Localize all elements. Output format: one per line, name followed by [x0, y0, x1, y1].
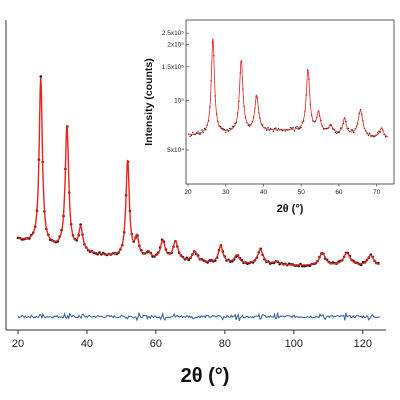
inset-observed-point: [225, 131, 227, 133]
inset-x-tick-label: 70: [373, 189, 381, 196]
inset-observed-point: [266, 129, 268, 131]
inset-observed-point: [337, 131, 339, 134]
inset-observed-point: [247, 124, 249, 127]
inset-observed-point: [284, 130, 286, 132]
inset-observed-point: [277, 127, 280, 130]
inset-observed-point: [339, 127, 342, 129]
inset-observed-point: [198, 133, 200, 135]
inset-observed-point: [267, 127, 269, 129]
inset-chart: 20 30 40 50 60 70 2.5x10⁵ 2x10⁵ 1.5x10⁵ 10⁵ 5x10⁴…: [143, 19, 395, 215]
inset-y-tick-label: 5x10⁴: [167, 147, 184, 154]
inset-observed-point: [190, 134, 193, 137]
inset-observed-point: [227, 130, 230, 132]
inset-observed-point: [367, 134, 370, 137]
inset-observed-point: [350, 129, 352, 131]
inset-observed-point: [336, 132, 338, 134]
inset-observed-point: [226, 129, 228, 131]
inset-observed-point: [273, 127, 276, 130]
inset-x-axis-label: 2θ (°): [277, 203, 304, 215]
inset-observed-point: [291, 127, 293, 130]
inset-observed-point: [231, 126, 233, 128]
inset-observed-point: [376, 132, 379, 134]
inset-observed-point: [295, 126, 297, 129]
inset-observed-point: [296, 125, 298, 128]
inset-observed-point: [201, 129, 203, 131]
inset-y-ticks: 2.5x10⁵ 2x10⁵ 1.5x10⁵ 10⁵ 5x10⁴: [162, 30, 189, 154]
inset-observed-point: [275, 127, 277, 129]
main-difference-line: [17, 311, 381, 322]
inset-observed-point: [353, 131, 355, 134]
inset-observed-point: [199, 133, 202, 135]
inset-observed-point: [378, 130, 380, 132]
inset-y-tick-label: 1.5x10⁵: [162, 64, 185, 71]
inset-observed-point: [269, 128, 272, 130]
inset-observed-point: [197, 131, 199, 133]
inset-observed-point: [189, 135, 191, 138]
main-x-tick-label: 40: [81, 338, 93, 350]
inset-calculated-line: [188, 38, 388, 138]
inset-observed-point: [300, 126, 302, 129]
inset-y-tick-label: 2x10⁵: [167, 41, 184, 48]
inset-y-tick-label: 10⁵: [174, 97, 184, 104]
main-x-ticks: 20 40 60 80 100 120: [12, 330, 372, 350]
inset-observed-point: [297, 128, 300, 130]
inset-observed-point: [281, 130, 284, 132]
inset-observed-point: [369, 132, 371, 134]
inset-x-tick-label: 30: [222, 189, 230, 196]
inset-observed-point: [292, 126, 294, 129]
inset-observed-point: [192, 131, 194, 134]
inset-frame: [185, 19, 395, 185]
inset-observed-point: [222, 128, 224, 130]
main-x-tick-label: 80: [219, 338, 231, 350]
inset-observed-point: [293, 130, 296, 132]
main-x-tick-label: 20: [12, 338, 24, 350]
main-calculated-line: [17, 76, 380, 266]
inset-x-tick-label: 40: [260, 189, 268, 196]
inset-observed-point: [289, 127, 292, 129]
inset-x-tick-label: 60: [335, 189, 343, 196]
inset-observed-point: [334, 131, 337, 134]
main-x-axis-label: 2θ (°): [181, 365, 230, 387]
inset-observed-point: [347, 127, 350, 130]
main-chart: 20 40 60 80 100 120 2θ (°): [5, 20, 386, 387]
inset-observed-point: [359, 109, 362, 111]
inset-observed-point: [299, 127, 301, 130]
main-x-tick-label: 60: [150, 338, 162, 350]
inset-observed-point: [384, 136, 387, 138]
inset-y-tick-label: 2.5x10⁵: [162, 30, 185, 37]
inset-y-axis-label: Intensity (counts): [143, 58, 155, 146]
inset-observed-point: [373, 136, 375, 138]
inset-x-tick-label: 50: [298, 189, 306, 196]
inset-observed-point: [248, 125, 251, 127]
main-x-tick-label: 100: [285, 338, 303, 350]
inset-observed-point: [229, 127, 231, 130]
inset-observed-point: [268, 129, 270, 131]
main-x-tick-label: 120: [354, 338, 372, 350]
inset-observed-point: [338, 131, 340, 133]
inset-observed-point: [272, 130, 274, 132]
inset-observed-point: [351, 129, 354, 131]
inset-observed-point: [202, 132, 204, 134]
inset-x-tick-label: 20: [184, 189, 192, 196]
inset-observed-point: [370, 135, 372, 137]
inset-x-ticks: 20 30 40 50 60 70: [184, 184, 381, 196]
